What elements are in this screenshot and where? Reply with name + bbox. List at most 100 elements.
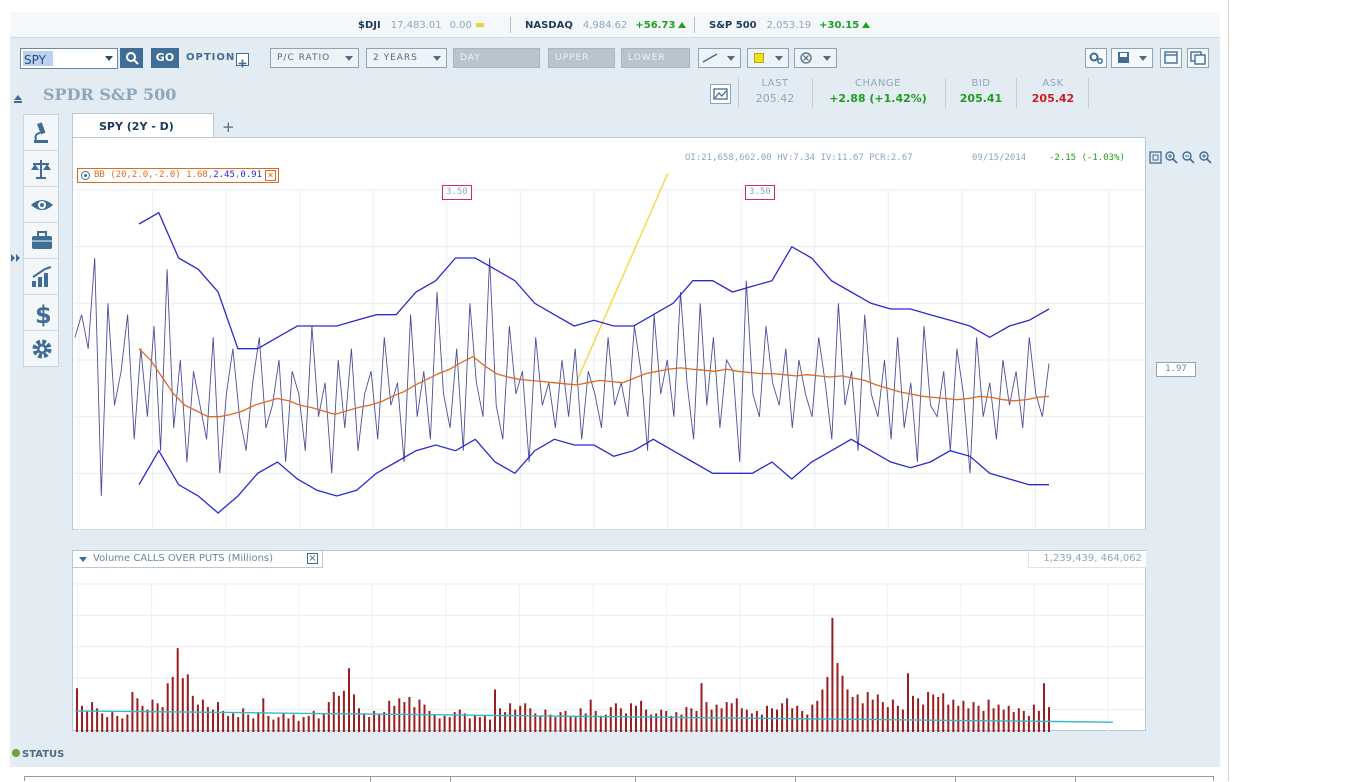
compare-tool[interactable] xyxy=(24,151,58,187)
volume-chart[interactable]: 12.5107.552.50 xyxy=(73,551,1179,747)
volume-legend[interactable]: Volume CALLS OVER PUTS (Millions) × xyxy=(73,551,323,568)
color-picker[interactable] xyxy=(747,48,789,68)
volume-bar xyxy=(957,705,960,741)
watch-tool[interactable] xyxy=(24,187,58,223)
indicator-select[interactable]: P/C RATIO xyxy=(270,48,359,68)
volume-bar xyxy=(1043,683,1045,741)
option-add-button[interactable] xyxy=(236,53,249,68)
volume-bar xyxy=(86,710,89,741)
volume-bar xyxy=(907,673,909,741)
symbol-combobox[interactable] xyxy=(20,48,118,70)
zoom-out-icon[interactable] xyxy=(1182,151,1195,164)
microscope-icon xyxy=(34,122,48,143)
period-select-value: 2 YEARS xyxy=(373,53,418,63)
volume-bar xyxy=(771,708,773,741)
ticker-nasdaq[interactable]: NASDAQ 4,984.62 +56.73 xyxy=(525,20,687,31)
indicator-legend[interactable]: BB (20,2.0,-2.0) 1.68,2.45,0.91 × xyxy=(77,168,280,183)
volume-bar xyxy=(695,710,698,741)
series-line-bb-upper xyxy=(138,211,1050,350)
volume-bar xyxy=(478,717,481,741)
trendline-tool[interactable] xyxy=(698,48,741,68)
volume-bar xyxy=(227,715,230,741)
volume-bar xyxy=(81,705,83,741)
add-tab-button[interactable]: + xyxy=(222,118,235,136)
volume-bar xyxy=(413,707,416,741)
status-bar: STATUS xyxy=(12,749,64,760)
volume-bar xyxy=(317,718,320,741)
quote-ask: ASK 205.42 xyxy=(1019,78,1087,105)
volume-bar xyxy=(499,708,501,741)
volume-bar xyxy=(348,668,350,741)
interval-select[interactable]: DAY xyxy=(453,48,540,68)
volume-bar xyxy=(625,713,627,741)
go-button[interactable]: GO xyxy=(151,48,179,68)
volume-bar xyxy=(307,715,310,741)
volume-bar xyxy=(332,692,335,741)
lower-select[interactable]: LOWER xyxy=(621,48,690,68)
volume-bar xyxy=(453,712,456,741)
volume-bar xyxy=(448,717,451,741)
settings-tool[interactable] xyxy=(24,331,58,367)
zoom-fit-icon[interactable] xyxy=(1149,151,1162,164)
close-icon[interactable]: × xyxy=(307,553,318,564)
performance-tool[interactable] xyxy=(24,259,58,295)
symbol-input[interactable] xyxy=(21,50,99,70)
trendline-icon xyxy=(702,53,718,63)
volume-bar xyxy=(715,704,718,741)
volume-bar xyxy=(438,718,441,741)
zoom-in-icon[interactable] xyxy=(1165,151,1178,164)
volume-bar xyxy=(257,712,260,741)
price-chart-panel[interactable]: SEP'14NOV'14DEC'14JAN'15FEB'15MAR'15APR'… xyxy=(64,137,1212,557)
close-icon[interactable]: × xyxy=(265,170,277,181)
pricing-tool[interactable]: $ xyxy=(24,295,58,331)
window-button[interactable] xyxy=(1160,48,1182,68)
ticker-price: 4,984.62 xyxy=(582,20,628,31)
ticker-divider xyxy=(694,17,695,33)
chart-snapshot-button[interactable] xyxy=(710,84,731,104)
volume-bar xyxy=(650,714,653,741)
gear-pair-icon xyxy=(1089,52,1103,64)
search-button[interactable] xyxy=(120,48,143,68)
chevron-down-icon[interactable] xyxy=(79,557,87,562)
remove-tool[interactable] xyxy=(794,48,837,68)
volume-bar xyxy=(997,704,1000,741)
period-select[interactable]: 2 YEARS xyxy=(366,48,447,68)
portfolio-tool[interactable] xyxy=(24,223,58,259)
volume-bar xyxy=(141,705,144,741)
upper-select[interactable]: UPPER xyxy=(548,48,615,68)
volume-bar xyxy=(322,713,325,741)
volume-bar xyxy=(635,705,637,741)
quote-bid: BID 205.41 xyxy=(948,78,1014,105)
expand-rail-button[interactable] xyxy=(11,248,21,267)
volume-bar xyxy=(212,709,214,741)
volume-bar xyxy=(786,698,789,741)
volume-bar xyxy=(745,709,748,741)
volume-bar xyxy=(891,699,894,741)
volume-bar xyxy=(614,703,617,741)
volume-bar xyxy=(569,715,572,741)
volume-bar xyxy=(509,703,512,741)
ticker-sp500[interactable]: S&P 500 2,053.19 +30.15 xyxy=(709,20,871,31)
research-tool[interactable] xyxy=(24,115,58,151)
chevron-down-icon[interactable] xyxy=(105,56,113,61)
volume-bar xyxy=(750,713,753,741)
zoom-reset-icon[interactable] xyxy=(1199,151,1212,164)
volume-bar xyxy=(96,708,99,741)
volume-chart-panel[interactable]: 12.5107.552.50 Volume CALLS OVER PUTS (M… xyxy=(72,550,1179,747)
radio-icon[interactable] xyxy=(81,171,90,180)
volume-bar xyxy=(277,717,280,741)
ticker-name: NASDAQ xyxy=(525,20,573,31)
settings-button[interactable] xyxy=(1085,48,1107,68)
series-line-bb-lower xyxy=(138,438,1049,514)
volume-bar xyxy=(186,674,189,741)
save-button[interactable] xyxy=(1111,48,1153,68)
quote-bid-value: 205.41 xyxy=(959,92,1003,105)
collapse-button[interactable] xyxy=(13,89,23,108)
tab-spy-chart[interactable]: SPY (2Y - D) xyxy=(72,113,214,138)
pc-ratio-chart[interactable]: SEP'14NOV'14DEC'14JAN'15FEB'15MAR'15APR'… xyxy=(64,138,1173,557)
quote-last-value: 205.42 xyxy=(755,92,795,105)
user-trendline[interactable] xyxy=(575,172,669,384)
popout-button[interactable] xyxy=(1187,48,1209,68)
ticker-dji[interactable]: $DJI 17,483.01 0.00 xyxy=(358,20,484,31)
volume-bar xyxy=(262,698,265,741)
